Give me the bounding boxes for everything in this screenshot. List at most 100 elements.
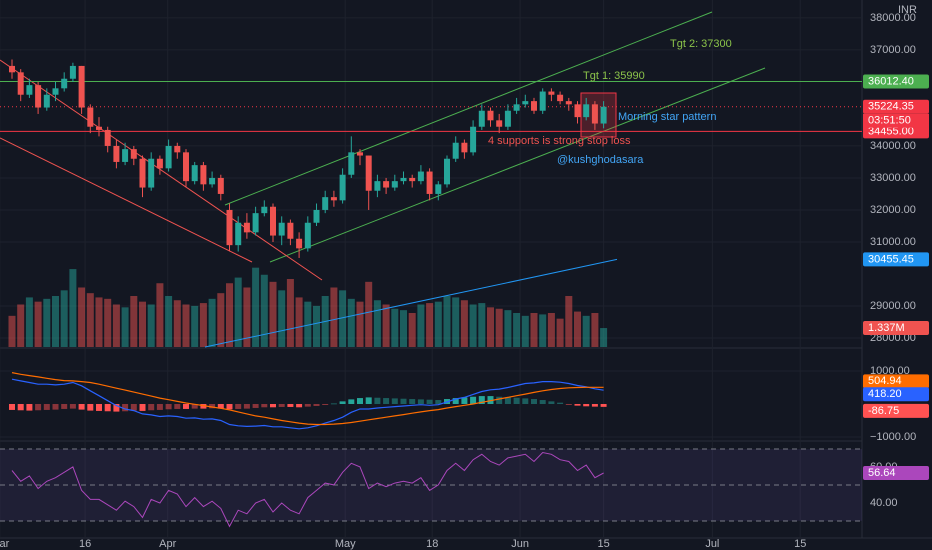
volume-bar (487, 307, 494, 347)
candle-body (174, 145, 181, 153)
volume-bar (208, 298, 216, 347)
volume-bar (104, 298, 112, 347)
volume-bar (513, 313, 521, 347)
candle-body (304, 222, 311, 249)
macd-histogram (591, 403, 598, 407)
rsi-label: 56.64 (868, 467, 896, 479)
volume-bar (313, 305, 320, 347)
price-line-label-bg (863, 74, 929, 89)
volume-bar (417, 304, 425, 347)
candle-body (322, 197, 329, 210)
volume-bar (43, 298, 51, 347)
volume-bar (269, 281, 277, 347)
macd-histogram (600, 403, 607, 407)
x-tick-label: 16 (79, 538, 91, 550)
x-tick-label: 18 (426, 538, 438, 550)
candle-body (261, 206, 268, 214)
candle-body (287, 222, 294, 239)
macd-histogram (9, 403, 15, 410)
ma-line (204, 258, 618, 348)
macd-histogram (26, 403, 33, 411)
macd-histogram (322, 403, 329, 405)
volume-bar (60, 290, 68, 347)
volume-bar (460, 300, 468, 347)
macd-histogram (191, 403, 198, 409)
annotation: 4 supports is strong stop loss (488, 135, 631, 147)
candle-body (130, 149, 137, 159)
volume-bar (443, 296, 451, 347)
macd-histogram (330, 403, 337, 405)
macd-histogram (17, 403, 24, 411)
x-tick-label: May (335, 538, 356, 550)
macd-histogram (339, 401, 346, 404)
candle-body (183, 152, 189, 182)
volume-bar (530, 313, 538, 347)
candle-body (330, 197, 337, 201)
candle-body (43, 94, 50, 108)
macd-histogram (139, 403, 146, 411)
macd-histogram (156, 403, 163, 410)
macd-histogram (200, 403, 207, 409)
volume-bar (182, 304, 190, 347)
candle-body (461, 142, 468, 153)
candle-body (52, 88, 59, 95)
x-tick-label: Jul (705, 538, 719, 550)
volume-bar (243, 287, 251, 347)
volume-bar (191, 305, 199, 347)
price-axis-bg (862, 0, 932, 550)
candle-body (478, 110, 485, 127)
candle-body (539, 91, 546, 111)
series-layer: Tgt 2: 37300 Tgt 1: 35990 Morning star pat… (0, 38, 862, 528)
candle-body (504, 110, 511, 127)
rsi-band (0, 448, 862, 521)
y-tick-label: 32000.00 (870, 204, 916, 216)
macd-histogram (478, 396, 485, 404)
y-tick-label: 34000.00 (870, 140, 916, 152)
macd-histogram (183, 403, 189, 409)
candle-body (565, 101, 572, 105)
volume-bar (217, 293, 225, 347)
candle-body (209, 177, 216, 185)
ma-label: 30455.45 (868, 253, 914, 265)
macd-histogram (296, 403, 303, 408)
volume-bar (52, 296, 59, 347)
candle-body (452, 142, 459, 159)
price-line-label-bg (863, 124, 929, 139)
candle-body (156, 158, 163, 169)
countdown-bg (863, 113, 929, 128)
macd-histogram (452, 398, 459, 404)
volume-bar (356, 301, 364, 347)
y-tick-label: 33000.00 (870, 172, 916, 184)
volume-bar (147, 304, 155, 347)
volume-bar (86, 293, 94, 347)
candle-body (35, 85, 42, 108)
candle-body (87, 107, 94, 127)
price-line-label: 36012.40 (868, 75, 914, 87)
annotation: Tgt 2: 37300 (670, 38, 732, 50)
macd-histogram (496, 396, 503, 404)
candle-body (513, 104, 520, 111)
macd-histogram (261, 403, 268, 408)
volume-bar (400, 310, 407, 347)
candle-body (226, 209, 233, 246)
volume-bar (69, 269, 77, 347)
candle-body (591, 104, 598, 124)
macd-histogram (504, 397, 511, 404)
volume-bar (156, 283, 164, 347)
macd-histogram (35, 403, 42, 411)
volume-bar (260, 274, 268, 347)
countdown: 03:51:50 (868, 115, 911, 127)
candle-body (270, 206, 276, 236)
volume-bar (78, 287, 86, 347)
macd-histogram (539, 400, 546, 404)
candle-body (583, 104, 590, 118)
volume-bar (574, 311, 581, 347)
candle-body (348, 152, 355, 175)
macd-histogram (383, 398, 390, 404)
macd-histogram (130, 403, 137, 411)
volume-bar (8, 315, 16, 347)
candle-body (357, 152, 363, 156)
x-tick-label: Mar (0, 538, 10, 550)
macd-histogram (426, 399, 433, 404)
channel-upper (224, 11, 713, 206)
